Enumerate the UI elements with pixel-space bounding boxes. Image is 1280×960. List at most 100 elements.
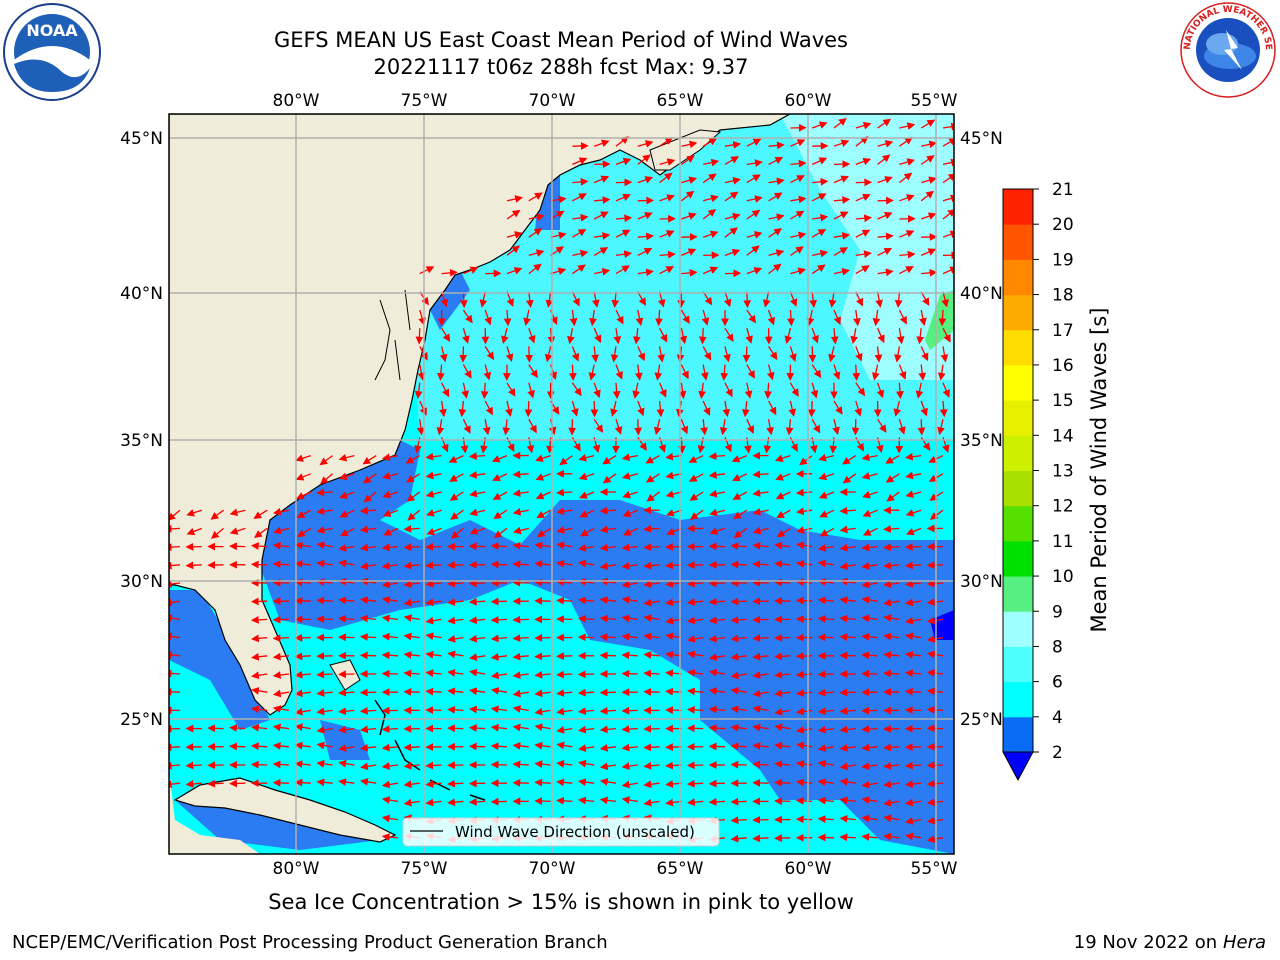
wave-direction-arrow (556, 778, 573, 787)
wave-direction-arrow (702, 266, 719, 275)
wave-direction-arrow (381, 632, 399, 641)
wave-direction-arrow (534, 541, 551, 550)
wave-direction-arrow (621, 651, 638, 660)
lon-labels-bottom: 80°W 75°W 70°W 65°W 60°W 55°W (273, 859, 958, 879)
wave-direction-arrow (795, 796, 813, 805)
wave-direction-arrow (665, 706, 682, 715)
colorbar: 2 4 6 8 9 10 11 12 13 14 15 16 17 18 19 20 21 Mean Perio… (1002, 180, 1111, 782)
wave-direction-arrow (536, 509, 551, 519)
wave-direction-arrow (458, 400, 467, 418)
wave-direction-arrow (828, 291, 837, 308)
wave-direction-arrow (921, 268, 938, 277)
wave-direction-arrow (855, 121, 872, 130)
wave-direction-arrow (512, 470, 529, 479)
wave-direction-arrow (363, 473, 377, 484)
wave-direction-arrow (593, 418, 604, 433)
wave-direction-arrow (185, 561, 202, 570)
wave-direction-arrow (790, 159, 807, 168)
wave-direction-arrow (506, 267, 523, 275)
wave-direction-arrow (700, 364, 709, 381)
lat-labels-left: 45°N 40°N 35°N 30°N 25°N (120, 129, 163, 730)
wave-direction-arrow (578, 707, 595, 716)
wave-direction-arrow (764, 382, 772, 400)
wave-direction-arrow (766, 419, 774, 436)
map-grid (169, 114, 954, 854)
wave-direction-arrow (339, 491, 355, 499)
wave-direction-arrow (839, 614, 856, 623)
wave-direction-arrow (886, 491, 900, 502)
wave-direction-arrow (295, 454, 311, 462)
wave-direction-arrow (833, 139, 850, 147)
wave-direction-arrow (701, 309, 710, 326)
wave-direction-arrow (862, 509, 878, 517)
wave-direction-arrow (567, 328, 575, 345)
wave-direction-arrow (469, 508, 486, 517)
wave-direction-arrow (746, 138, 762, 147)
wave-direction-arrow (599, 562, 617, 571)
wave-direction-arrow (469, 489, 486, 498)
wave-direction-arrow (381, 762, 399, 770)
wave-direction-arrow (577, 670, 595, 679)
wave-direction-arrow (665, 490, 682, 498)
wave-direction-arrow (768, 228, 783, 238)
wave-direction-arrow (730, 616, 747, 624)
wave-direction-arrow (832, 419, 840, 436)
wave-direction-arrow (809, 291, 818, 308)
wave-direction-arrow (339, 509, 355, 518)
wave-direction-arrow (746, 209, 761, 220)
colorbar-swatch (1003, 364, 1033, 401)
wave-direction-arrow (719, 419, 728, 436)
wave-direction-arrow (468, 579, 486, 588)
wave-direction-arrow (594, 232, 611, 240)
wave-direction-arrow (752, 689, 769, 698)
wave-direction-arrow (621, 614, 638, 623)
colorbar-swatch (1003, 611, 1033, 647)
wave-direction-arrow (812, 213, 829, 222)
wave-direction-arrow (169, 687, 181, 696)
wave-direction-arrow (898, 309, 907, 325)
wave-direction-arrow (381, 814, 399, 823)
wave-direction-arrow (645, 473, 660, 483)
wave-direction-arrow (724, 156, 740, 165)
wave-direction-arrow (634, 364, 643, 381)
lon-label-top: 70°W (529, 91, 576, 111)
wave-direction-arrow (403, 525, 420, 533)
wave-direction-arrow (506, 231, 523, 239)
wave-direction-arrow (817, 559, 835, 568)
wave-direction-arrow (469, 687, 486, 695)
wave-direction-arrow (795, 652, 813, 660)
wave-direction-arrow (744, 382, 753, 399)
wave-direction-arrow (512, 689, 529, 698)
wave-direction-arrow (426, 509, 442, 517)
wave-direction-arrow (512, 671, 529, 679)
wave-direction-arrow (294, 741, 311, 750)
wave-direction-arrow (874, 346, 883, 363)
wave-direction-arrow (877, 327, 885, 344)
wave-direction-arrow (403, 743, 420, 752)
wave-direction-arrow (447, 650, 464, 659)
wave-direction-arrow (490, 597, 508, 606)
wave-direction-arrow (942, 122, 954, 131)
wave-direction-arrow (294, 707, 311, 716)
wave-direction-arrow (512, 507, 529, 516)
wave-direction-arrow (594, 267, 611, 276)
wave-direction-arrow (905, 832, 922, 841)
wave-direction-arrow (316, 541, 333, 550)
wave-direction-arrow (534, 560, 551, 568)
wave-direction-arrow (811, 264, 826, 275)
wave-direction-arrow (550, 267, 567, 276)
wave-direction-arrow (796, 760, 813, 768)
wave-direction-arrow (861, 814, 878, 823)
wave-direction-arrow (818, 453, 835, 462)
wave-direction-arrow (723, 291, 732, 308)
wave-direction-arrow (534, 670, 551, 679)
wave-direction-arrow (883, 651, 900, 659)
wave-direction-arrow (469, 616, 486, 625)
wave-direction-arrow (665, 509, 682, 517)
wave-direction-arrow (490, 705, 508, 714)
wave-direction-arrow (185, 780, 202, 788)
wave-direction-arrow (883, 580, 900, 589)
wave-direction-arrow (621, 596, 638, 604)
wave-direction-arrow (483, 364, 492, 381)
wave-direction-arrow (942, 327, 951, 343)
